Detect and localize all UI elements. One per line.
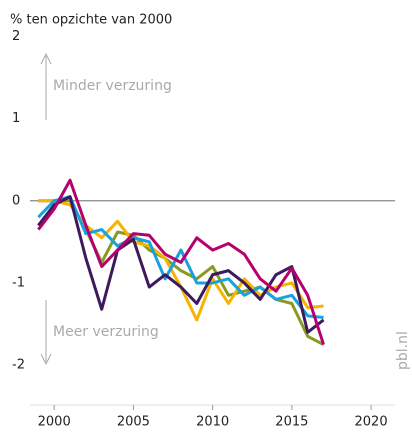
series-line <box>37 195 325 334</box>
y-tick-label: 1 <box>12 111 20 126</box>
y-tick-label: -1 <box>12 275 25 290</box>
y-tick-label: 0 <box>12 193 20 208</box>
x-tick-label: 2020 <box>355 415 388 430</box>
arrow-head <box>40 52 52 65</box>
annotation: Minder verzuring <box>53 78 172 94</box>
x-tick-label: 2005 <box>117 415 150 430</box>
chart-title: % ten opzichte van 2000 <box>10 13 172 28</box>
x-tick-label: 2000 <box>38 415 71 430</box>
series-line <box>37 178 325 346</box>
source: pbl.nl <box>395 331 411 370</box>
annotation: Meer verzuring <box>53 324 159 340</box>
arrow-head <box>40 353 52 366</box>
x-tick-label: 2010 <box>196 415 229 430</box>
y-tick-label: -2 <box>12 358 25 373</box>
series-line <box>37 195 324 319</box>
x-tick-label: 2015 <box>275 415 308 430</box>
y-tick-label: 2 <box>12 29 20 44</box>
